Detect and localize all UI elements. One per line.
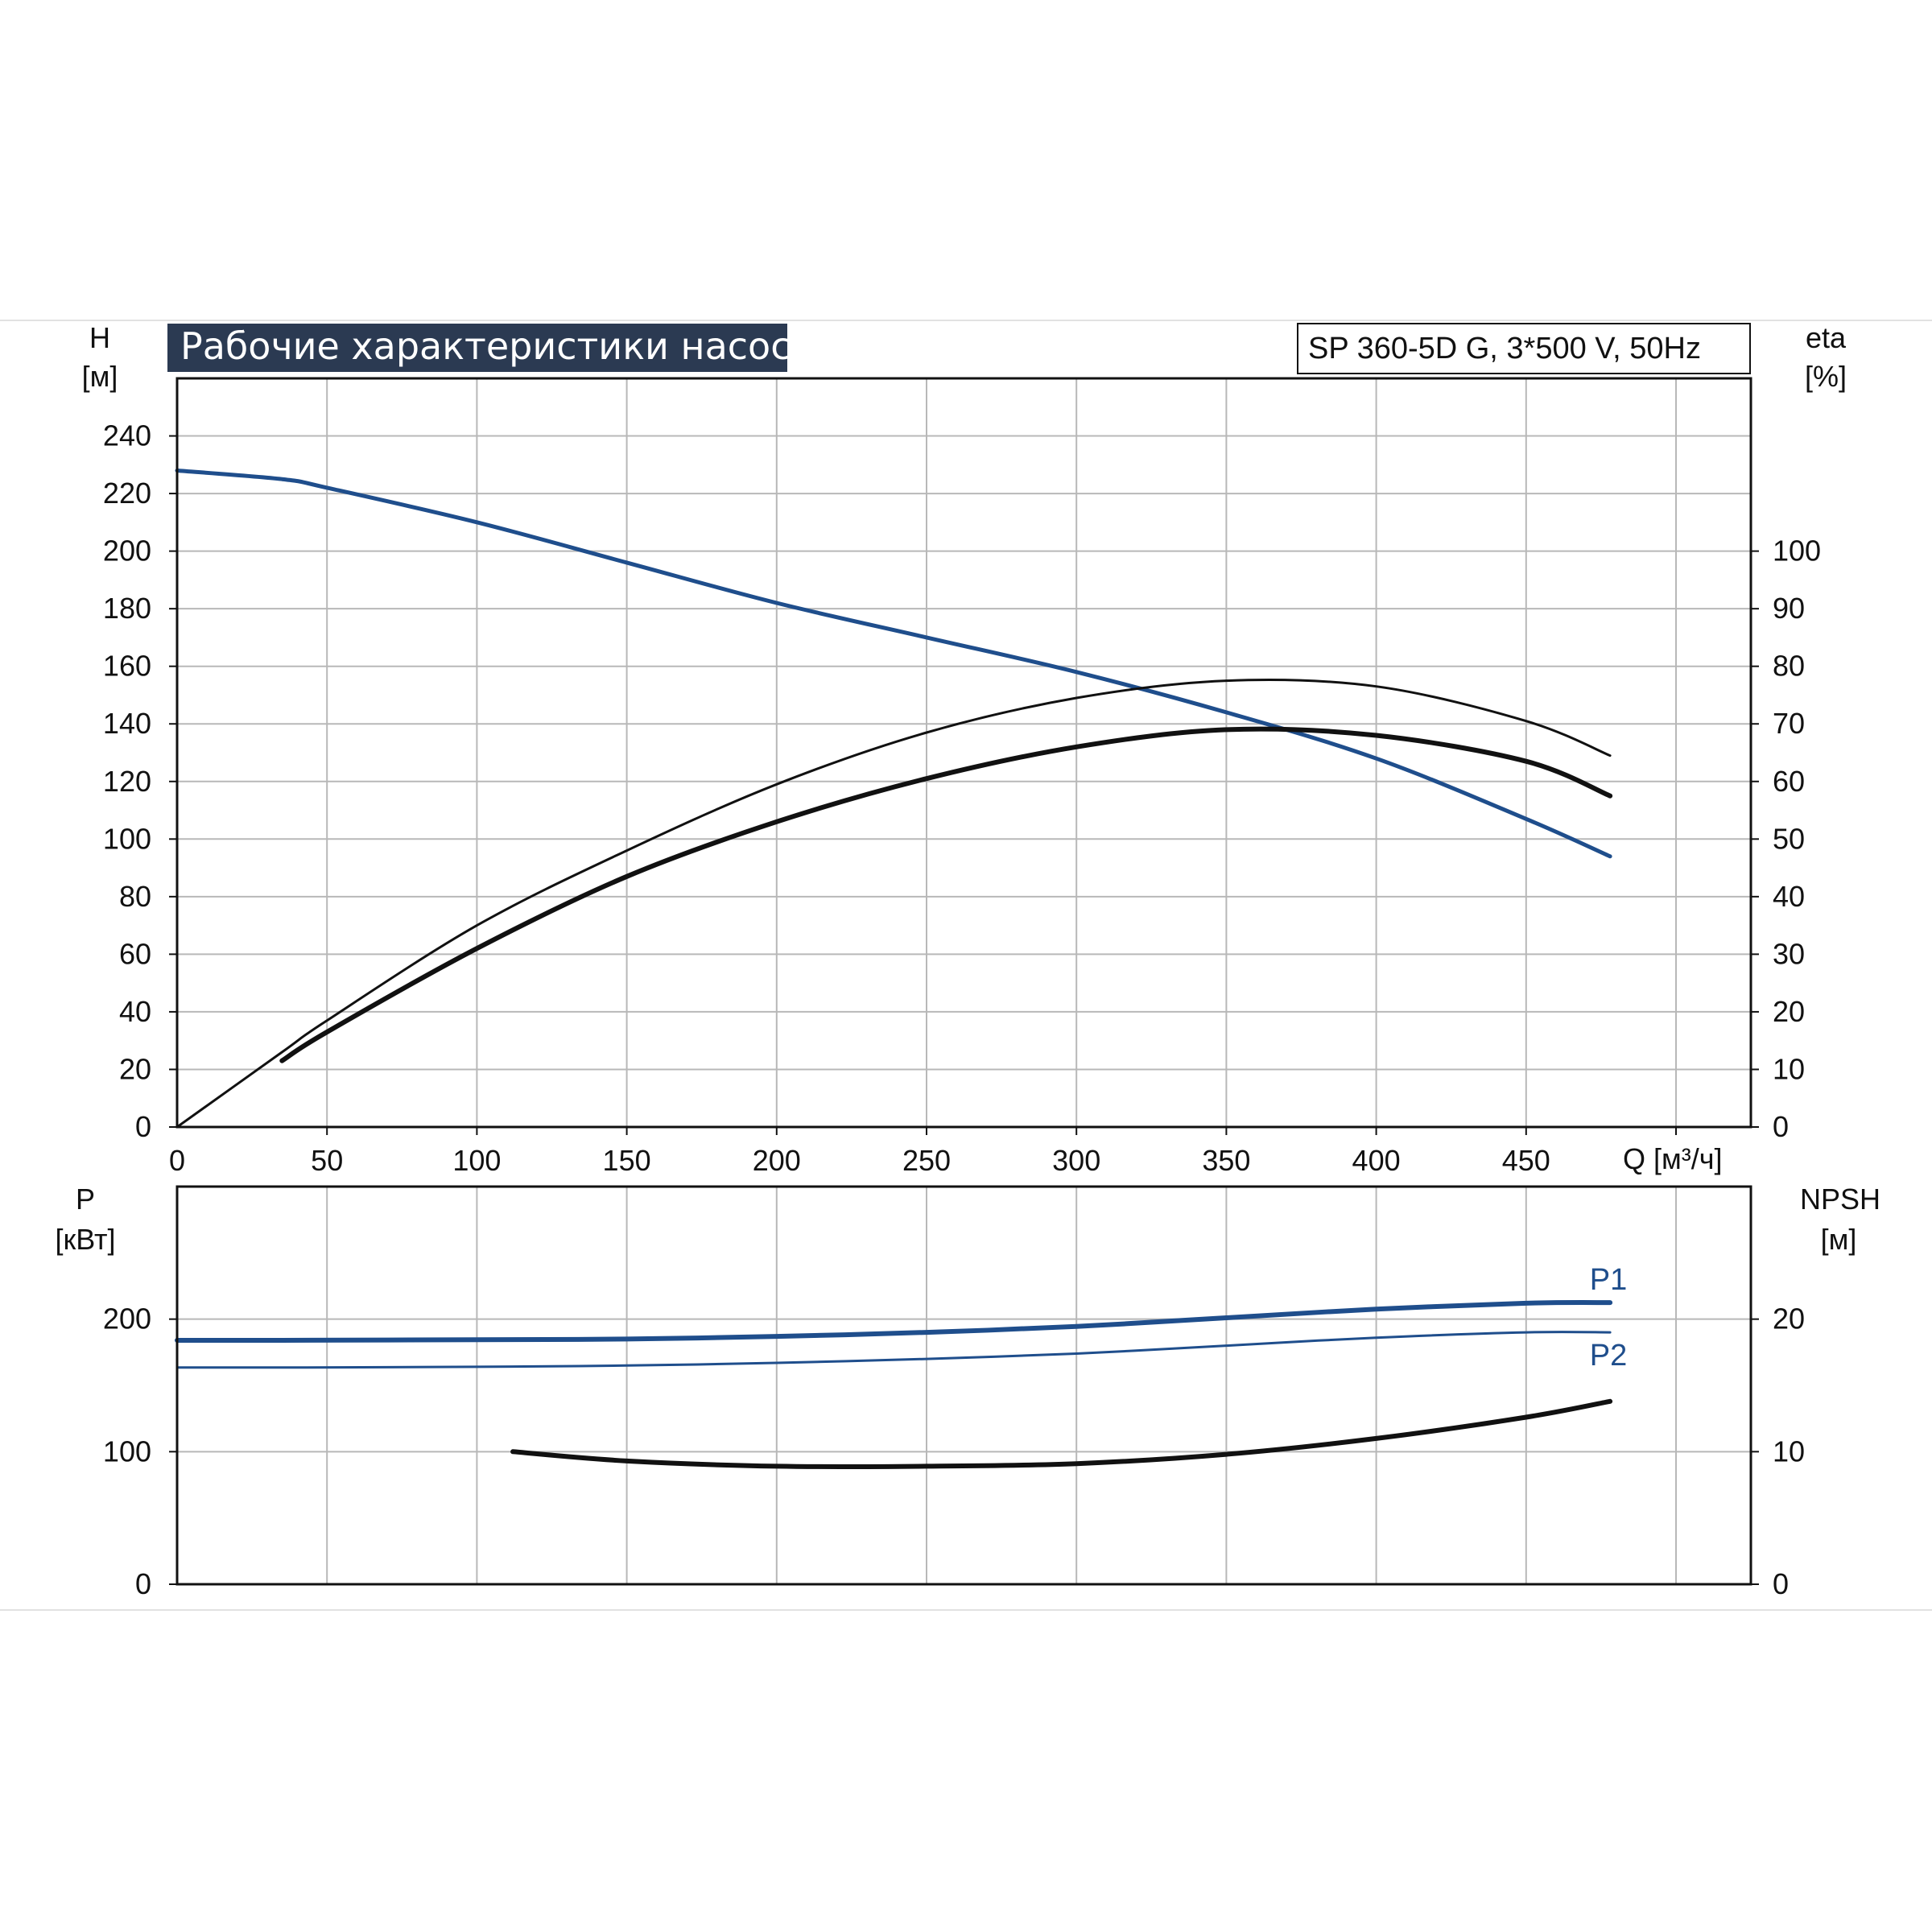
- lower-series: [175, 1300, 1613, 1470]
- series-label-p2: P2: [1590, 1339, 1627, 1373]
- npsh-curve: [510, 1398, 1613, 1470]
- upper-left-tick-label: 200: [103, 535, 151, 568]
- lower-plot-frame: [175, 1185, 1752, 1586]
- lower-left-tick-label: 200: [103, 1302, 151, 1335]
- lower-left-axis-title-line2: [кВт]: [55, 1223, 115, 1256]
- title-banner: [167, 324, 787, 372]
- upper-left-tick-label: 20: [119, 1052, 151, 1085]
- head-curve: [175, 469, 1612, 859]
- x-tick-label: 450: [1502, 1144, 1550, 1177]
- upper-right-tick-label: 20: [1773, 995, 1805, 1028]
- upper-right-axis-title-line2: [%]: [1805, 360, 1847, 393]
- model-label: SP 360-5D G, 3*500 V, 50Hz: [1308, 332, 1701, 365]
- upper-left-tick-label: 0: [135, 1110, 151, 1143]
- x-tick-label: 200: [753, 1144, 801, 1177]
- model-box: [1297, 323, 1751, 374]
- upper-series: [175, 469, 1613, 1129]
- lower-left-axis-title-line1: P: [76, 1183, 95, 1216]
- lower-right-axis-title-line2: [м]: [1821, 1223, 1857, 1256]
- upper-right-tick-label: 80: [1773, 650, 1805, 683]
- upper-right-tick-label: 90: [1773, 592, 1805, 625]
- upper-right-tick-label: 60: [1773, 765, 1805, 798]
- upper-right-tick-label: 100: [1773, 535, 1821, 568]
- x-tick-label: 100: [452, 1144, 501, 1177]
- upper-left-axis-title-line1: H: [89, 321, 110, 354]
- upper-right-tick-label: 10: [1773, 1052, 1805, 1085]
- upper-left-axis-title-line2: [м]: [82, 360, 118, 393]
- upper-left-tick-label: 40: [119, 995, 151, 1028]
- lower-left-tick-label: 100: [103, 1435, 151, 1468]
- p1-power-curve: [175, 1300, 1613, 1344]
- lower-left-tick-label: 0: [135, 1567, 151, 1600]
- lower-grid: [177, 1187, 1751, 1584]
- lower-right-tick-label: 0: [1773, 1567, 1789, 1600]
- upper-left-tick-label: 180: [103, 592, 151, 625]
- upper-right-axis-title-line1: eta: [1806, 321, 1847, 354]
- x-tick-label: 250: [902, 1144, 951, 1177]
- upper-right-tick-label: 70: [1773, 707, 1805, 740]
- lower-ticks: 0 100 200 0 10 20: [103, 1302, 1805, 1600]
- lower-right-tick-label: 20: [1773, 1302, 1805, 1335]
- p2-power-curve: [175, 1331, 1612, 1369]
- efficiency-curve-total: [279, 726, 1613, 1063]
- x-tick-label: 350: [1202, 1144, 1250, 1177]
- upper-plot-frame: [175, 377, 1752, 1129]
- upper-ticks: 0 50 100 150 200 250 300 350 400 4500204060801001…: [103, 419, 1821, 1177]
- lower-right-axis-title-line1: NPSH: [1800, 1183, 1880, 1216]
- upper-left-tick-label: 120: [103, 765, 151, 798]
- x-tick-label: 50: [311, 1144, 343, 1177]
- x-tick-label: 300: [1052, 1144, 1100, 1177]
- upper-grid: [177, 378, 1751, 1127]
- lower-right-tick-label: 10: [1773, 1435, 1805, 1468]
- upper-left-tick-label: 140: [103, 707, 151, 740]
- series-label-p1: P1: [1590, 1263, 1627, 1297]
- upper-left-tick-label: 240: [103, 419, 151, 452]
- x-tick-label: 400: [1352, 1144, 1401, 1177]
- upper-left-tick-label: 60: [119, 937, 151, 970]
- upper-right-tick-label: 40: [1773, 880, 1805, 913]
- x-tick-label: 0: [169, 1144, 185, 1177]
- upper-left-tick-label: 160: [103, 650, 151, 683]
- upper-right-tick-label: 50: [1773, 822, 1805, 855]
- x-axis-title: Q [м³/ч]: [1623, 1142, 1723, 1175]
- upper-left-tick-label: 100: [103, 822, 151, 855]
- upper-left-tick-label: 80: [119, 880, 151, 913]
- upper-right-tick-label: 0: [1773, 1110, 1789, 1143]
- upper-left-tick-label: 220: [103, 477, 151, 510]
- upper-right-tick-label: 30: [1773, 937, 1805, 970]
- x-tick-label: 150: [603, 1144, 651, 1177]
- chart-title: Рабочие характеристики насоса: [180, 324, 814, 368]
- efficiency-curve-hydraulic: [175, 679, 1612, 1129]
